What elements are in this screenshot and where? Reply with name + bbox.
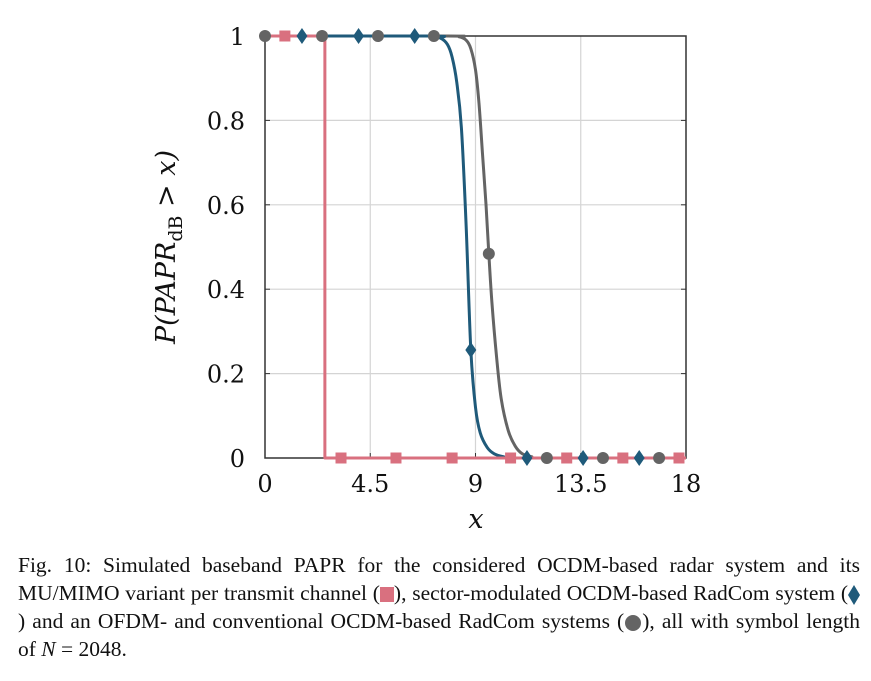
caption-math-rest: = 2048. [55, 637, 127, 661]
y-tick-label: 0.6 [207, 192, 245, 220]
circle-marker [371, 30, 384, 42]
x-axis-ticks: 0 4.5 9 13.5 18 [257, 453, 701, 498]
y-tick-label: 0.8 [207, 107, 245, 135]
circle-marker [259, 30, 271, 42]
square-marker [505, 452, 517, 464]
series-markers [259, 28, 685, 466]
caption-text-2: ), sector-modulated OCDM-based RadCom sy… [393, 581, 848, 605]
diamond-marker [521, 450, 533, 466]
x-tick-label: 0 [257, 470, 272, 498]
x-tick-label: 18 [671, 470, 702, 498]
square-marker [390, 452, 402, 464]
x-tick-label: 9 [468, 470, 483, 498]
y-axis-label-main: P(PAPR [151, 242, 182, 345]
y-tick-label: 1 [230, 23, 245, 51]
diamond-marker [296, 28, 308, 44]
figure-caption: Fig. 10: Simulated baseband PAPR for the… [18, 551, 860, 663]
diamond-marker [409, 28, 421, 44]
square-marker [279, 30, 291, 42]
caption-text-1: Fig. 10: Simulated baseband PAPR for the… [18, 553, 860, 605]
diamond-marker [633, 450, 645, 466]
square-marker [673, 452, 685, 464]
circle-marker [540, 452, 553, 464]
papr-ccdf-chart: 0 4.5 9 13.5 18 0 0.2 0.4 0.6 0.8 1 x P(PAPRdB > … [151, 23, 701, 535]
square-marker [446, 452, 458, 464]
diamond-marker [577, 450, 589, 466]
x-tick-label: 4.5 [351, 470, 389, 498]
y-axis-label: P(PAPRdB > x) [151, 150, 187, 345]
y-tick-label: 0 [230, 445, 245, 473]
square-marker [617, 452, 629, 464]
caption-text-4: ), all with symbol length of [18, 609, 860, 661]
circle-marker [427, 30, 440, 42]
circle-legend-icon [625, 615, 642, 632]
y-axis-ticks: 0 0.2 0.4 0.6 0.8 1 [207, 23, 686, 473]
square-marker [335, 452, 347, 464]
square-marker [561, 452, 573, 464]
square-legend-icon [379, 587, 394, 603]
caption-text-3: ) and an OFDM- and conventional OCDM-bas… [18, 609, 625, 633]
circle-marker [316, 30, 329, 42]
y-tick-label: 0.4 [207, 276, 245, 304]
circle-marker [482, 247, 495, 260]
x-axis-label: x [468, 504, 483, 535]
y-axis-label-tail: > x) [151, 150, 182, 216]
x-tick-label: 13.5 [554, 470, 607, 498]
y-axis-label-sub: dB [165, 216, 187, 242]
diamond-legend-icon [848, 585, 860, 606]
grid-lines [265, 36, 686, 458]
caption-math-var: N [41, 637, 56, 661]
circle-marker [653, 452, 666, 464]
y-tick-label: 0.2 [207, 361, 245, 389]
diamond-marker [353, 28, 365, 44]
circle-marker [596, 452, 609, 464]
diamond-marker [465, 341, 477, 358]
